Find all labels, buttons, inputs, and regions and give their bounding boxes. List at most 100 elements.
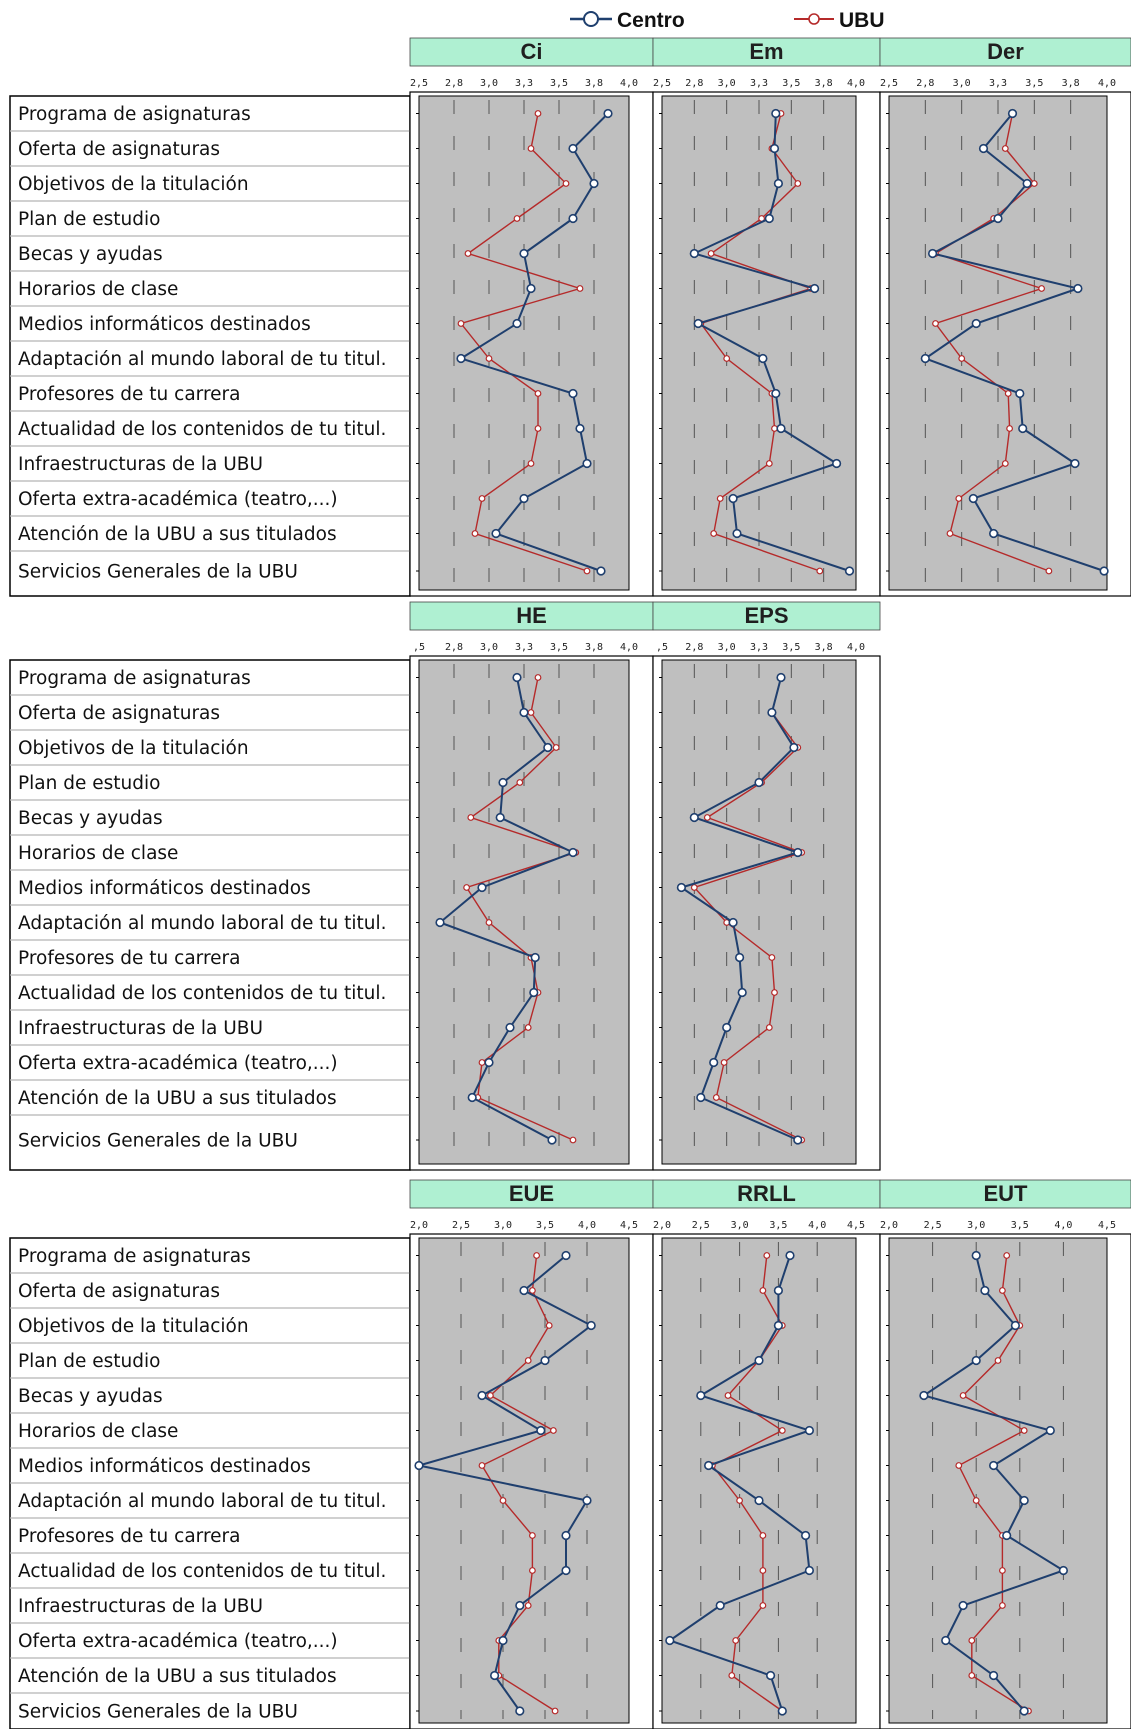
- data-point-ubu: [529, 1287, 536, 1294]
- data-point-centro: [1007, 108, 1018, 119]
- data-point-centro: [988, 1460, 999, 1471]
- data-point-ubu: [759, 1602, 767, 1609]
- data-point-ubu: [1045, 567, 1053, 575]
- data-point-centro: [804, 1565, 815, 1576]
- data-point-ubu: [994, 1357, 1002, 1364]
- data-point-centro: [767, 707, 777, 718]
- row-label: Servicios Generales de la UBU: [18, 1131, 298, 1152]
- data-point-ubu: [728, 1672, 736, 1679]
- x-tick-label: 4,0: [847, 642, 865, 653]
- row-label: Medios informáticos destinados: [18, 314, 311, 335]
- chart-panel-eps: EPS ,5 2,8 3,0 3,3 3,5 3,8 4,0: [652, 601, 881, 1171]
- data-point-centro: [696, 1390, 706, 1401]
- data-point-ubu: [569, 1136, 577, 1144]
- data-point-centro: [968, 493, 978, 504]
- chart-panel-eut: EUT 2,0 2,5 3,0 3,5 4,0 4,5: [879, 1179, 1131, 1729]
- x-tick-label: 3,3: [750, 642, 768, 653]
- x-tick-label: 2,8: [685, 642, 703, 653]
- plot-area: [888, 95, 1108, 591]
- data-point-centro: [769, 143, 780, 154]
- data-point-centro: [561, 1530, 571, 1541]
- row-label: Atención de la UBU a sus titulados: [18, 524, 337, 545]
- row-label: Actualidad de los contenidos de tu titul…: [18, 419, 386, 440]
- row-label: Becas y ayudas: [18, 808, 163, 829]
- row-label: Infraestructuras de la UBU: [18, 1018, 263, 1039]
- data-point-centro: [785, 1250, 795, 1261]
- data-point-centro: [709, 1057, 719, 1068]
- data-point-centro: [773, 1320, 784, 1331]
- x-tick-label: 2,0: [653, 1220, 671, 1231]
- data-point-centro: [800, 1530, 811, 1541]
- data-point-centro: [831, 458, 842, 469]
- data-point-centro: [582, 1495, 592, 1506]
- data-point-ubu: [527, 709, 535, 716]
- data-point-centro: [586, 1320, 596, 1331]
- x-tick-label: 3,0: [480, 642, 498, 653]
- x-tick-label: 3,3: [750, 78, 768, 89]
- x-tick-label: 3,0: [480, 78, 498, 89]
- data-point-centro: [754, 777, 764, 788]
- data-point-centro: [456, 353, 466, 364]
- data-point-centro: [804, 1425, 815, 1436]
- row-label: Oferta extra-académica (teatro,...): [18, 1053, 338, 1074]
- row-label: Oferta extra-académica (teatro,...): [18, 1631, 338, 1652]
- data-point-ubu: [736, 1497, 743, 1504]
- data-point-ubu: [552, 744, 560, 751]
- row-label: Horarios de clase: [18, 279, 178, 300]
- data-point-ubu: [533, 1252, 540, 1259]
- row-label: Objetivos de la titulación: [18, 174, 249, 195]
- row-label: Objetivos de la titulación: [18, 738, 249, 759]
- data-point-ubu: [959, 1392, 967, 1399]
- data-point-centro: [414, 1460, 424, 1471]
- data-point-centro: [1045, 1425, 1055, 1436]
- data-point-centro: [777, 1706, 787, 1716]
- data-point-centro: [1073, 283, 1083, 294]
- data-point-centro: [561, 1250, 571, 1261]
- row-label: Oferta de asignaturas: [18, 703, 220, 724]
- data-point-centro: [519, 493, 529, 504]
- row-label: Servicios Generales de la UBU: [18, 562, 298, 583]
- plot-area: [418, 659, 630, 1165]
- data-point-centro: [919, 1390, 929, 1401]
- row-label: Programa de asignaturas: [18, 668, 251, 689]
- data-point-ubu: [529, 1532, 536, 1539]
- chart-panel-he: HE ,5 2,8 3,0 3,3 3,5 3,8 4,0: [409, 601, 654, 1171]
- data-point-centro: [589, 178, 599, 189]
- data-point-centro: [844, 566, 855, 576]
- data-point-centro: [540, 1355, 550, 1366]
- data-point-centro: [722, 1022, 732, 1033]
- data-point-centro: [754, 1495, 764, 1506]
- x-tick-label: 2,8: [445, 78, 463, 89]
- data-point-ubu: [712, 1094, 720, 1101]
- row-label: Adaptación al mundo laboral de tu titul.: [18, 913, 387, 934]
- data-point-centro: [530, 952, 540, 963]
- row-label: Actualidad de los contenidos de tu titul…: [18, 983, 386, 1004]
- plot-area: [661, 95, 857, 591]
- data-point-centro: [728, 917, 738, 928]
- data-point-ubu: [763, 1252, 771, 1259]
- data-point-centro: [498, 1635, 508, 1646]
- x-tick-label: 2,8: [685, 78, 703, 89]
- data-point-centro: [568, 143, 578, 154]
- row-label: Objetivos de la titulación: [18, 1316, 249, 1337]
- x-tick-label: 4,0: [1098, 78, 1116, 89]
- data-point-centro: [575, 423, 585, 434]
- legend-ubu-marker: [808, 13, 820, 25]
- legend-centro-marker: [583, 11, 599, 27]
- data-point-ubu: [499, 1497, 507, 1504]
- row-label: Oferta de asignaturas: [18, 139, 220, 160]
- row-label-table: Programa de asignaturas Oferta de asignat…: [9, 95, 411, 597]
- x-tick-label: 2,0: [880, 1220, 898, 1231]
- data-point-ubu: [485, 355, 493, 362]
- data-point-centro: [764, 213, 774, 224]
- plot-area: [661, 1237, 857, 1724]
- data-point-centro: [958, 1600, 968, 1611]
- data-point-centro: [737, 987, 747, 998]
- data-point-centro: [1018, 423, 1028, 434]
- legend-centro-label: Centro: [617, 9, 685, 32]
- row-label: Atención de la UBU a sus titulados: [18, 1088, 337, 1109]
- x-tick-label: 3,3: [515, 78, 533, 89]
- data-point-centro: [773, 1285, 784, 1296]
- chart-group-1: Programa de asignaturas Oferta de asignat…: [9, 37, 1131, 597]
- data-point-ubu: [932, 320, 939, 327]
